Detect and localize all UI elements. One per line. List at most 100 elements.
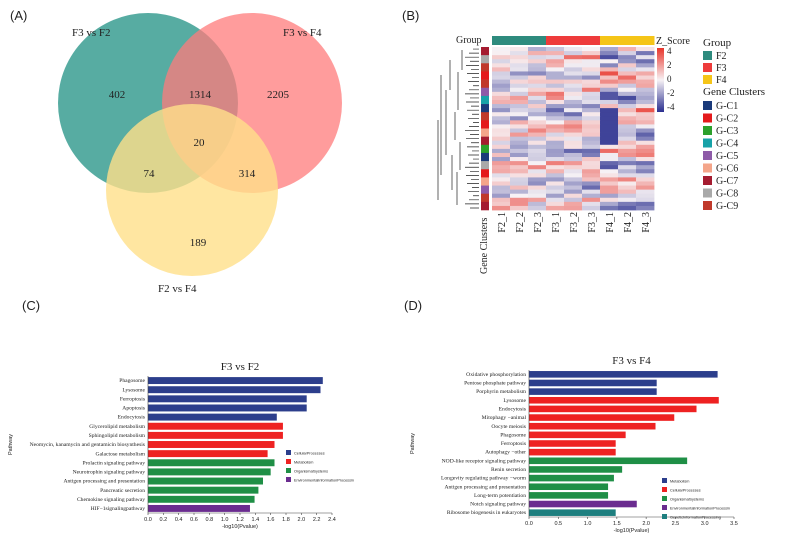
heatmap-cell bbox=[582, 51, 601, 56]
heatmap-cell bbox=[546, 189, 565, 195]
zscore-tick: -4 bbox=[667, 102, 675, 112]
heatmap-cell bbox=[618, 108, 637, 113]
heatmap-cell bbox=[636, 197, 655, 203]
x-tick-label: 2.0 bbox=[298, 517, 306, 523]
heatmap-cell bbox=[636, 165, 655, 170]
heatmap-cell bbox=[528, 63, 547, 68]
heatmap-cell bbox=[546, 112, 565, 117]
venn-count-only-c: 189 bbox=[190, 237, 207, 249]
heatmap-cell bbox=[510, 91, 529, 97]
heatmap-cell bbox=[492, 63, 511, 68]
heatmap-cell bbox=[528, 116, 547, 121]
heatmap-cell bbox=[636, 148, 655, 154]
heatmap-cell bbox=[618, 169, 637, 174]
heatmap-cell bbox=[546, 108, 565, 113]
x-tick-label: 0.4 bbox=[175, 517, 183, 523]
heatmap-cell bbox=[564, 79, 583, 85]
bar bbox=[529, 396, 719, 404]
heatmap-cell bbox=[582, 193, 601, 199]
heatmap-cell bbox=[582, 112, 601, 117]
category-label: HIF−1signalingpathway bbox=[91, 506, 146, 512]
heatmap-group-label: Group bbox=[456, 35, 482, 46]
heatmap-cell bbox=[510, 95, 529, 101]
heatmap-cluster-strip bbox=[481, 47, 489, 211]
category-label: Pancreatic secretion bbox=[100, 488, 145, 494]
cluster-legend-swatch bbox=[703, 113, 712, 123]
heatmap-cell bbox=[564, 173, 583, 178]
cluster-legend-swatch bbox=[703, 188, 712, 198]
panel-b-label: (B) bbox=[402, 8, 419, 23]
legend-swatch bbox=[286, 450, 291, 455]
heatmap-cell bbox=[582, 91, 601, 97]
venn-count-abc: 20 bbox=[194, 137, 206, 149]
category-label: Renin secretion bbox=[491, 467, 526, 473]
heatmap-cell bbox=[510, 112, 529, 117]
heatmap-cell bbox=[546, 124, 565, 129]
heatmap-cell bbox=[582, 63, 601, 68]
heatmap-row-axis-label: Gene Clusters bbox=[479, 218, 490, 274]
heatmap-cell bbox=[492, 173, 511, 178]
category-label: Ferroptosis bbox=[501, 441, 526, 447]
heatmap-cell bbox=[564, 59, 583, 64]
heatmap-cell bbox=[582, 128, 601, 133]
heatmap-cell bbox=[510, 55, 529, 60]
panel-c: (C) F3 vs F2 Phagosome Lysosome Ferroptosis… bbox=[8, 298, 354, 530]
heatmap-cell bbox=[510, 120, 529, 125]
category-label: Glycerolipid metabolism bbox=[89, 424, 145, 430]
cluster-strip-segment bbox=[481, 112, 489, 121]
heatmap-cell bbox=[546, 148, 565, 154]
heatmap-cell bbox=[582, 116, 601, 121]
heatmap-cell bbox=[546, 51, 565, 56]
heatmap-cell bbox=[618, 177, 637, 182]
group-bar-cell bbox=[510, 36, 529, 45]
heatmap-cell bbox=[510, 108, 529, 113]
heatmap-cell bbox=[492, 67, 511, 72]
cluster-strip-segment bbox=[481, 177, 489, 186]
heatmap-cell bbox=[546, 79, 565, 85]
x-tick-label: 2.2 bbox=[313, 517, 321, 523]
bar bbox=[148, 404, 307, 412]
heatmap-cell bbox=[564, 140, 583, 146]
y-axis-title: Pathway bbox=[8, 434, 14, 455]
heatmap-cell bbox=[564, 132, 583, 138]
heatmap-cell bbox=[636, 157, 655, 162]
heatmap-cell bbox=[600, 177, 619, 182]
zscore-tick: 0 bbox=[667, 74, 672, 84]
bar bbox=[529, 483, 609, 491]
panel-d-label: (D) bbox=[404, 298, 422, 313]
heatmap-cell bbox=[582, 173, 601, 178]
category-label: Lysosome bbox=[122, 387, 145, 393]
heatmap-cell bbox=[600, 91, 619, 97]
heatmap-cell bbox=[564, 185, 583, 191]
heatmap-cell bbox=[636, 67, 655, 72]
heatmap-cell bbox=[600, 128, 619, 133]
chart-title: F3 vs F4 bbox=[612, 355, 651, 367]
category-label: Chemokine signaling pathway bbox=[77, 497, 145, 503]
legend-swatch bbox=[662, 478, 667, 483]
heatmap-cell bbox=[636, 87, 655, 93]
bar-chart-f3-vs-f2: F3 vs F2 Phagosome Lysosome Ferroptosis Apop… bbox=[8, 361, 354, 530]
heatmap-cell bbox=[600, 148, 619, 154]
heatmap-cell bbox=[618, 63, 637, 68]
heatmap-cell bbox=[636, 177, 655, 182]
bar bbox=[529, 405, 697, 413]
heatmap-cell bbox=[546, 87, 565, 93]
heatmap-cell bbox=[510, 116, 529, 121]
group-bar-cell bbox=[564, 36, 583, 45]
heatmap-cell bbox=[546, 144, 565, 150]
heatmap-cell bbox=[600, 63, 619, 68]
heatmap-cell bbox=[492, 189, 511, 195]
heatmap-cell bbox=[636, 136, 655, 142]
heatmap-cell bbox=[510, 75, 529, 80]
heatmap-cell bbox=[546, 91, 565, 97]
heatmap-cell bbox=[600, 157, 619, 162]
category-label: Neomycin, kanamycin and gentamicin biosy… bbox=[30, 442, 145, 448]
cluster-strip-segment bbox=[481, 152, 489, 162]
heatmap-cell bbox=[528, 120, 547, 125]
heatmap-cell bbox=[600, 67, 619, 72]
y-axis-title: Pathway bbox=[410, 433, 416, 454]
heatmap-cell bbox=[600, 165, 619, 170]
heatmap-cell bbox=[510, 83, 529, 89]
bar-chart-f3-vs-f4: F3 vs F4 Oxidative phosphorylation Pentose… bbox=[410, 355, 738, 534]
heatmap-cell bbox=[618, 124, 637, 129]
